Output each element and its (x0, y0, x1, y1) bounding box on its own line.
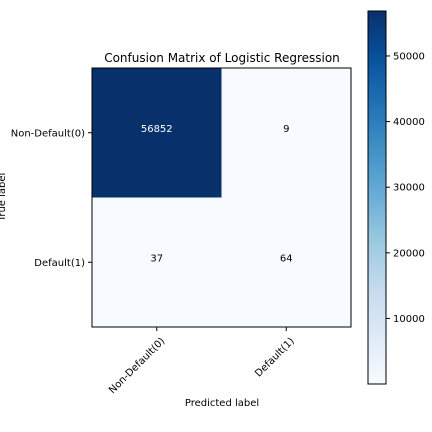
cell-value-label: 64 (280, 253, 293, 264)
x-axis-label: Predicted label (185, 398, 259, 409)
matrix-cell (221, 197, 351, 327)
x-tick-label: Default(1) (253, 336, 297, 380)
y-axis-label: True label (0, 173, 8, 223)
cell-value-label: 56852 (141, 124, 173, 135)
colorbar-tick-label: 40000 (393, 117, 425, 128)
colorbar-tick-label: 10000 (393, 314, 425, 325)
y-tick-label: Non-Default(0) (11, 128, 85, 139)
colorbar-ticks: 10000 20000 30000 40000 50000 (386, 51, 425, 325)
plot-frame (91, 67, 352, 328)
chart-title: Confusion Matrix of Logistic Regression (104, 51, 340, 65)
cell-value-label: 9 (283, 124, 289, 135)
matrix-cell (92, 197, 222, 327)
matrix-cells: 56852 9 37 64 (92, 68, 351, 327)
y-tick-label: Default(1) (34, 258, 85, 269)
colorbar-tick-label: 30000 (393, 183, 425, 194)
colorbar-tick-label: 50000 (393, 51, 425, 62)
matrix-cell (221, 68, 351, 198)
colorbar (367, 10, 387, 385)
colorbar-tick-label: 20000 (393, 248, 425, 259)
x-tick-label: Non-Default(0) (107, 336, 167, 396)
x-axis-ticks: Non-Default(0) Default(1) (107, 327, 297, 396)
cell-value-label: 37 (150, 253, 163, 264)
y-axis-ticks: Non-Default(0) Default(1) (11, 128, 92, 269)
matrix-cell (92, 68, 222, 198)
